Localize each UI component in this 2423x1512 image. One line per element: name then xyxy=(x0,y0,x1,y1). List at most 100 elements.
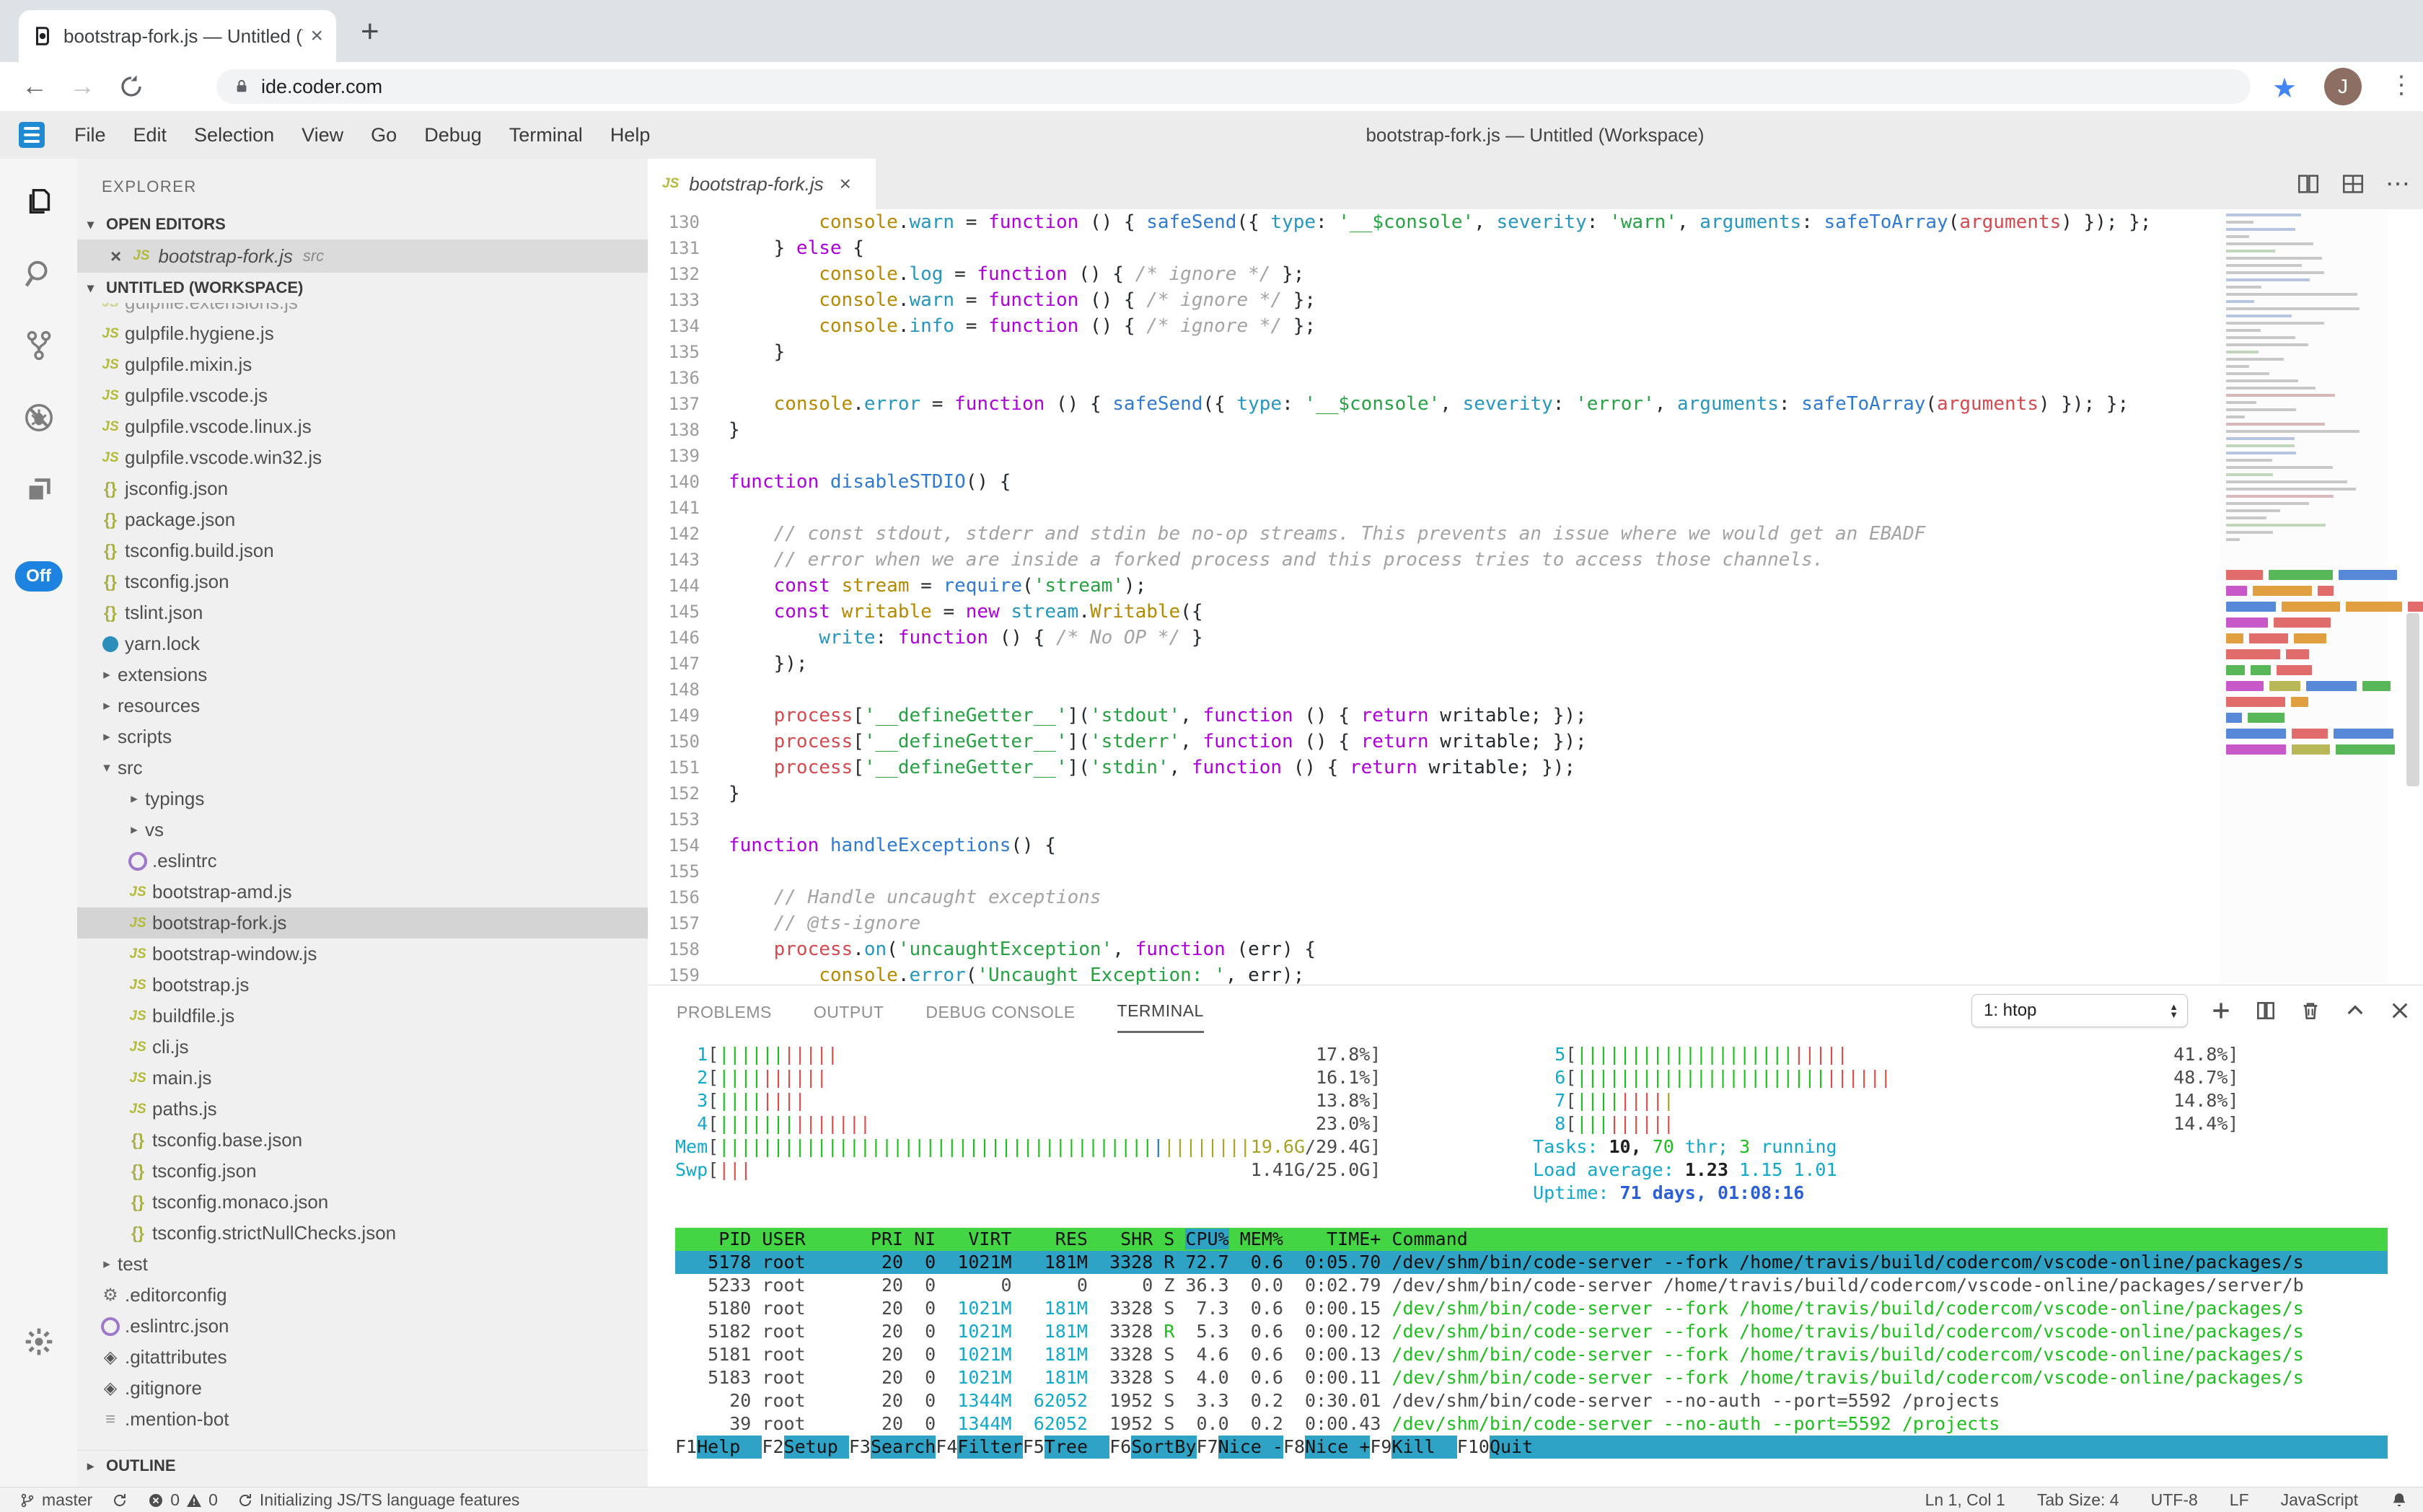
notifications-bell-icon[interactable] xyxy=(2390,1491,2409,1510)
tree-item-bootstrap-window.js[interactable]: JSbootstrap-window.js xyxy=(77,939,648,970)
panel-tab-debug-console[interactable]: DEBUG CONSOLE xyxy=(925,990,1075,1032)
code-line[interactable]: 157 // @ts-ignore xyxy=(648,910,2423,936)
tree-item-scripts[interactable]: ▸scripts xyxy=(77,721,648,752)
browser-tab[interactable]: bootstrap-fork.js — Untitled (V × xyxy=(19,10,336,62)
code-line[interactable]: 133 console.warn = function () { /* igno… xyxy=(648,287,2423,313)
code-line[interactable]: 158 process.on('uncaughtException', func… xyxy=(648,936,2423,962)
code-line[interactable]: 159 console.error('Uncaught Exception: '… xyxy=(648,962,2423,985)
off-badge[interactable]: Off xyxy=(14,561,63,592)
tree-item-package.json[interactable]: {}package.json xyxy=(77,504,648,535)
code-line[interactable]: 142 // const stdout, stderr and stdin be… xyxy=(648,521,2423,547)
scrollbar-thumb[interactable] xyxy=(2406,613,2419,786)
code-line[interactable]: 151 process['__defineGetter__']('stdin',… xyxy=(648,755,2423,781)
tree-item-.editorconfig[interactable]: ⚙.editorconfig xyxy=(77,1280,648,1311)
status-javascript[interactable]: JavaScript xyxy=(2281,1490,2358,1510)
status-utf-8[interactable]: UTF-8 xyxy=(2151,1490,2198,1510)
tree-item-yarn.lock[interactable]: yarn.lock xyxy=(77,628,648,659)
code-line[interactable]: 145 const writable = new stream.Writable… xyxy=(648,599,2423,625)
tree-item-.mention-bot[interactable]: ≡.mention-bot xyxy=(77,1404,648,1435)
search-icon[interactable] xyxy=(22,257,56,290)
tree-item-test[interactable]: ▸test xyxy=(77,1249,648,1280)
git-branch-status[interactable]: master xyxy=(19,1490,92,1510)
sync-status[interactable] xyxy=(111,1492,128,1509)
status-lf[interactable]: LF xyxy=(2230,1490,2249,1510)
settings-gear-icon[interactable] xyxy=(23,1326,55,1358)
tree-item-tsconfig.json[interactable]: {}tsconfig.json xyxy=(77,1156,648,1187)
menu-debug[interactable]: Debug xyxy=(410,124,496,146)
code-line[interactable]: 147 }); xyxy=(648,651,2423,677)
status-tab-size-4[interactable]: Tab Size: 4 xyxy=(2037,1490,2119,1510)
tree-item-.gitignore[interactable]: ◈.gitignore xyxy=(77,1373,648,1404)
tree-item-buildfile.js[interactable]: JSbuildfile.js xyxy=(77,1001,648,1032)
back-icon[interactable]: ← xyxy=(22,71,48,101)
panel-tab-terminal[interactable]: TERMINAL xyxy=(1117,988,1204,1033)
tree-item-gulpfile.hygiene.js[interactable]: JSgulpfile.hygiene.js xyxy=(77,318,648,349)
tree-item-bootstrap-fork.js[interactable]: JSbootstrap-fork.js xyxy=(77,907,648,939)
editor-layout-icon[interactable] xyxy=(2341,172,2365,196)
code-line[interactable]: 136 xyxy=(648,365,2423,391)
forward-icon[interactable]: → xyxy=(69,71,95,101)
browser-menu-icon[interactable]: ⋮ xyxy=(2389,71,2414,100)
outline-header[interactable]: ▸ OUTLINE xyxy=(77,1450,648,1481)
code-line[interactable]: 148 xyxy=(648,677,2423,703)
problems-status[interactable]: 0 0 xyxy=(147,1490,218,1510)
bookmark-star-icon[interactable]: ★ xyxy=(2272,72,2297,105)
tree-item-.eslintrc[interactable]: .eslintrc xyxy=(77,845,648,876)
code-line[interactable]: 137 console.error = function () { safeSe… xyxy=(648,391,2423,417)
code-line[interactable]: 144 const stream = require('stream'); xyxy=(648,573,2423,599)
menu-selection[interactable]: Selection xyxy=(180,124,288,146)
code-line[interactable]: 132 console.log = function () { /* ignor… xyxy=(648,261,2423,287)
editor-tab[interactable]: JS bootstrap-fork.js × xyxy=(648,159,876,209)
tree-item-.eslintrc.json[interactable]: .eslintrc.json xyxy=(77,1311,648,1342)
tree-item-vs[interactable]: ▸vs xyxy=(77,814,648,845)
tree-item-tsconfig.json[interactable]: {}tsconfig.json xyxy=(77,566,648,597)
tree-item-gulpfile.vscode.linux.js[interactable]: JSgulpfile.vscode.linux.js xyxy=(77,411,648,442)
tree-item-jsconfig.json[interactable]: {}jsconfig.json xyxy=(77,473,648,504)
code-line[interactable]: 155 xyxy=(648,858,2423,884)
explorer-icon[interactable] xyxy=(22,185,56,218)
tree-item-gulpfile.vscode.js[interactable]: JSgulpfile.vscode.js xyxy=(77,380,648,411)
tab-close-icon[interactable]: × xyxy=(840,172,851,195)
tree-item-src[interactable]: ▾src xyxy=(77,752,648,783)
code-editor[interactable]: 130 console.warn = function () { safeSen… xyxy=(648,209,2423,985)
reload-icon[interactable] xyxy=(118,74,144,100)
tree-item-tsconfig.monaco.json[interactable]: {}tsconfig.monaco.json xyxy=(77,1187,648,1218)
tab-close-icon[interactable]: × xyxy=(310,24,323,48)
code-line[interactable]: 141 xyxy=(648,495,2423,521)
code-line[interactable]: 140function disableSTDIO() { xyxy=(648,469,2423,495)
tree-item-.gitattributes[interactable]: ◈.gitattributes xyxy=(77,1342,648,1373)
source-control-icon[interactable] xyxy=(22,329,56,362)
panel-tab-problems[interactable]: PROBLEMS xyxy=(677,990,772,1032)
tree-item-resources[interactable]: ▸resources xyxy=(77,690,648,721)
code-line[interactable]: 153 xyxy=(648,806,2423,832)
code-line[interactable]: 154function handleExceptions() { xyxy=(648,832,2423,858)
new-terminal-icon[interactable] xyxy=(2209,999,2233,1022)
code-line[interactable]: 134 console.info = function () { /* igno… xyxy=(648,313,2423,339)
code-line[interactable]: 138} xyxy=(648,417,2423,443)
kill-terminal-trash-icon[interactable] xyxy=(2299,999,2322,1022)
code-line[interactable]: 156 // Handle uncaught exceptions xyxy=(648,884,2423,910)
editor-scrollbar[interactable] xyxy=(2404,209,2423,985)
tree-item-tsconfig.base.json[interactable]: {}tsconfig.base.json xyxy=(77,1125,648,1156)
tree-item-tslint.json[interactable]: {}tslint.json xyxy=(77,597,648,628)
debug-disabled-icon[interactable] xyxy=(22,401,56,434)
menu-view[interactable]: View xyxy=(288,124,357,146)
code-line[interactable]: 139 xyxy=(648,443,2423,469)
tree-item-main.js[interactable]: JSmain.js xyxy=(77,1063,648,1094)
code-line[interactable]: 130 console.warn = function () { safeSen… xyxy=(648,209,2423,235)
tree-item-bootstrap-amd.js[interactable]: JSbootstrap-amd.js xyxy=(77,876,648,907)
tree-item-gulpfile.vscode.win32.js[interactable]: JSgulpfile.vscode.win32.js xyxy=(77,442,648,473)
tree-item-tsconfig.strictNullChecks.json[interactable]: {}tsconfig.strictNullChecks.json xyxy=(77,1218,648,1249)
terminal-select[interactable]: 1: htop ▲▼ xyxy=(1971,994,2188,1027)
tree-item-gulpfile.extensions.js[interactable]: JSgulpfile.extensions.js xyxy=(77,303,648,318)
code-line[interactable]: 150 process['__defineGetter__']('stderr'… xyxy=(648,729,2423,755)
tree-item-gulpfile.mixin.js[interactable]: JSgulpfile.mixin.js xyxy=(77,349,648,380)
workspace-header[interactable]: ▾ UNTITLED (WORKSPACE) xyxy=(77,273,648,303)
avatar[interactable]: J xyxy=(2324,68,2362,105)
code-line[interactable]: 152} xyxy=(648,781,2423,806)
code-line[interactable]: 131 } else { xyxy=(648,235,2423,261)
menu-go[interactable]: Go xyxy=(357,124,410,146)
status-ln-1-col-1[interactable]: Ln 1, Col 1 xyxy=(1925,1490,2005,1510)
maximize-panel-icon[interactable] xyxy=(2344,999,2367,1022)
open-editors-header[interactable]: ▾ OPEN EDITORS xyxy=(77,209,648,239)
